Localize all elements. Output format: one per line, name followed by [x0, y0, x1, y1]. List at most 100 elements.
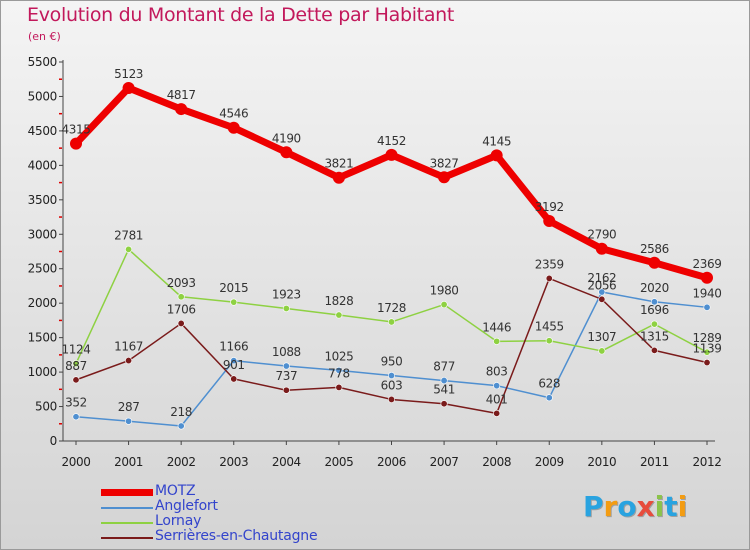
data-label: 5123 [114, 67, 143, 81]
data-point [72, 376, 80, 384]
data-label: 4190 [272, 131, 301, 145]
data-label: 1167 [114, 340, 143, 354]
data-label: 218 [170, 405, 192, 419]
y-tick-label: 2000 [28, 296, 57, 310]
series-anglefort [72, 288, 711, 430]
data-point [125, 245, 133, 253]
legend-item-motz: MOTZ [101, 483, 401, 500]
series-layer [70, 81, 713, 430]
legend-swatch [101, 537, 153, 539]
data-point [493, 382, 501, 390]
y-tick-label: 4500 [28, 124, 57, 138]
line-chart: 0 500 1000 1500 2000 2500 3000 3500 4000 4500 5000… [28, 55, 722, 469]
data-point [703, 348, 711, 356]
data-label: 4315 [62, 123, 91, 137]
logo-letter: r [603, 490, 618, 523]
data-point [650, 298, 658, 306]
data-point [385, 148, 398, 161]
data-point [440, 400, 448, 408]
x-tick-label: 2007 [430, 455, 459, 469]
x-tick-label: 2003 [219, 455, 248, 469]
x-tick-label: 2000 [62, 455, 91, 469]
data-label: 2015 [219, 281, 248, 295]
y-tick-label: 5500 [28, 55, 57, 69]
data-point [438, 171, 451, 184]
data-label: 3827 [430, 156, 459, 170]
data-point [545, 337, 553, 345]
logo-letter: o [617, 490, 637, 523]
y-tick-label: 4000 [28, 158, 57, 172]
data-point [387, 318, 395, 326]
x-tick-label: 2002 [167, 455, 196, 469]
data-point [177, 319, 185, 327]
data-point [598, 295, 606, 303]
series-serrieres-en-chautagne [72, 274, 711, 417]
logo-letter: P [583, 490, 604, 523]
data-point [703, 359, 711, 367]
logo-letter: i [654, 490, 665, 523]
data-point [122, 81, 135, 94]
data-point [125, 417, 133, 425]
data-label: 1940 [693, 286, 722, 300]
legend-item-anglefort: Anglefort [101, 498, 401, 515]
data-label: 1315 [640, 329, 669, 343]
data-point [332, 171, 345, 184]
data-point [230, 357, 238, 365]
legend-swatch [101, 507, 153, 509]
data-point [72, 413, 80, 421]
data-point [282, 386, 290, 394]
x-tick-label: 2001 [114, 455, 143, 469]
data-point [650, 320, 658, 328]
data-label: 628 [538, 377, 560, 391]
chart-title: Evolution du Montant de la Dette par Hab… [27, 4, 455, 26]
data-point [387, 372, 395, 380]
data-point [650, 346, 658, 354]
data-point [70, 137, 82, 150]
data-label: 2056 [587, 278, 616, 292]
legend-label: Serrières-en-Chautagne [155, 528, 318, 544]
data-point [177, 293, 185, 301]
data-point [545, 394, 553, 402]
data-label: 4152 [377, 134, 406, 148]
x-tick-label: 2005 [324, 455, 353, 469]
data-point [282, 304, 290, 312]
data-label: 1980 [430, 284, 459, 298]
data-label: 3821 [324, 157, 353, 171]
data-point [543, 215, 556, 228]
data-label: 778 [328, 366, 350, 380]
data-label: 603 [381, 378, 403, 392]
data-label: 2020 [640, 281, 669, 295]
data-label: 1446 [482, 320, 511, 334]
x-tick-label: 2006 [377, 455, 406, 469]
y-tick-label: 1500 [28, 331, 57, 345]
data-point [490, 149, 503, 162]
legend-label: Lornay [155, 513, 202, 529]
x-tick-label: 2011 [640, 455, 669, 469]
logo-letter: t [664, 490, 678, 523]
data-point [335, 311, 343, 319]
legend-label: MOTZ [155, 483, 196, 499]
data-label: 1455 [535, 320, 564, 334]
data-point [125, 357, 133, 365]
data-label: 803 [486, 365, 508, 379]
data-label: 1828 [324, 294, 353, 308]
data-point [282, 362, 290, 370]
y-tick-label: 3500 [28, 193, 57, 207]
data-label: 2790 [587, 228, 616, 242]
data-point [72, 360, 80, 368]
y-tick-label: 5000 [28, 89, 57, 103]
data-label: 2586 [640, 242, 669, 256]
data-label: 887 [65, 359, 87, 373]
data-label: 3192 [535, 200, 564, 214]
data-point [175, 103, 188, 116]
data-label: 2369 [693, 257, 722, 271]
data-label: 1166 [219, 340, 248, 354]
x-tick-label: 2010 [587, 455, 616, 469]
data-label: 1025 [324, 349, 353, 363]
data-point [230, 298, 238, 306]
data-label: 1307 [587, 330, 616, 344]
data-point [387, 395, 395, 403]
data-label: 4817 [167, 88, 196, 102]
data-point [335, 366, 343, 374]
